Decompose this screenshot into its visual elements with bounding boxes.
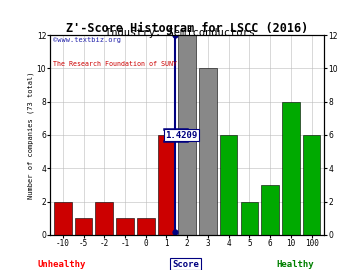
Bar bbox=[179, 35, 196, 235]
Bar bbox=[54, 202, 72, 235]
Bar bbox=[199, 68, 217, 235]
Bar bbox=[220, 135, 238, 235]
Title: Z'-Score Histogram for LSCC (2016): Z'-Score Histogram for LSCC (2016) bbox=[66, 22, 308, 35]
Text: ©www.textbiz.org: ©www.textbiz.org bbox=[53, 37, 121, 43]
Bar bbox=[75, 218, 93, 235]
Bar bbox=[282, 102, 300, 235]
Text: Unhealthy: Unhealthy bbox=[37, 260, 85, 269]
Bar bbox=[303, 135, 320, 235]
Bar bbox=[240, 202, 258, 235]
Text: Score: Score bbox=[172, 260, 199, 269]
Text: Industry: Semiconductors: Industry: Semiconductors bbox=[105, 28, 255, 38]
Text: 1.4209: 1.4209 bbox=[165, 130, 198, 140]
Bar bbox=[261, 185, 279, 235]
Bar bbox=[116, 218, 134, 235]
Bar bbox=[95, 202, 113, 235]
Text: The Research Foundation of SUNY: The Research Foundation of SUNY bbox=[53, 61, 177, 67]
Bar bbox=[158, 135, 175, 235]
Y-axis label: Number of companies (73 total): Number of companies (73 total) bbox=[27, 71, 34, 199]
Text: Healthy: Healthy bbox=[276, 260, 314, 269]
Bar bbox=[137, 218, 154, 235]
